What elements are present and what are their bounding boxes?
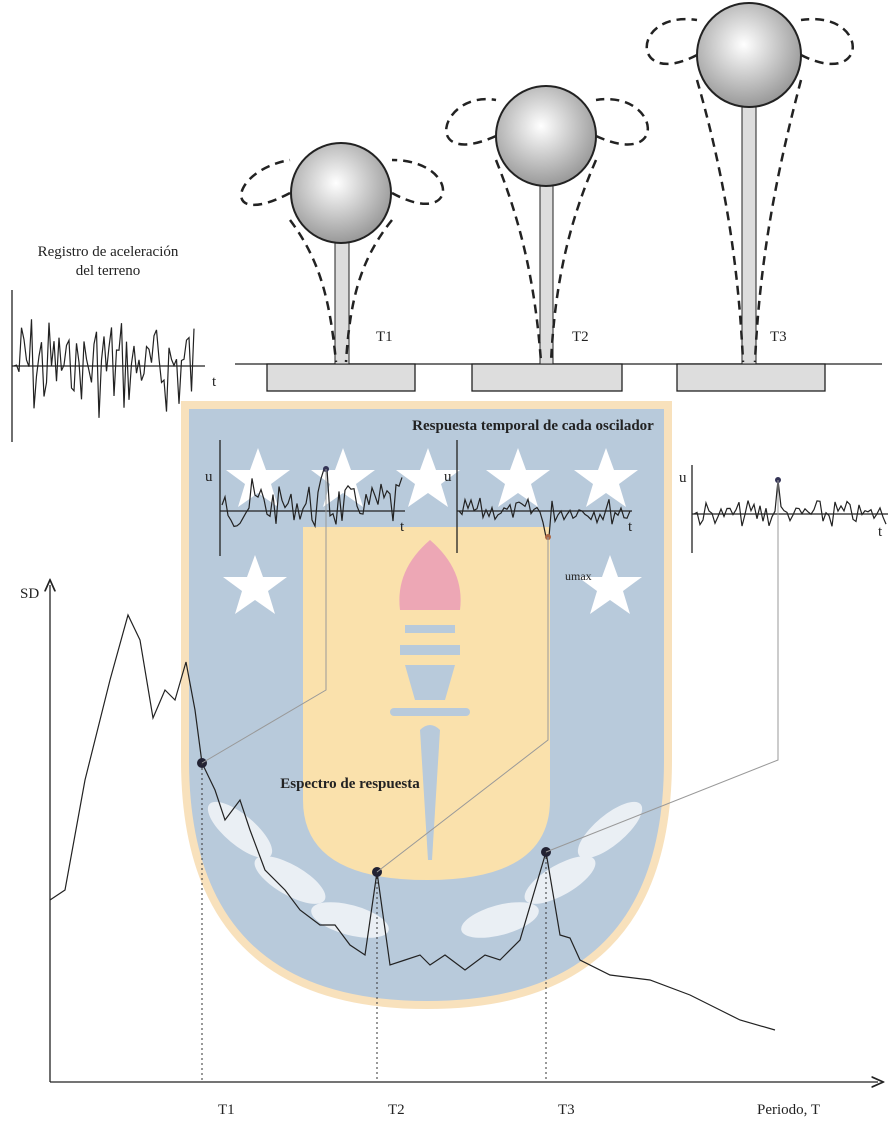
response-plot [692, 465, 888, 553]
peak-label: umax [565, 569, 592, 583]
oscillator [647, 3, 853, 364]
diagram: Registro de aceleración del terreno t T1… [0, 0, 890, 1124]
axis-label: SD [20, 586, 39, 602]
axis-label: u [679, 470, 687, 486]
section-title: Respuesta temporal de cada oscilador [412, 418, 654, 434]
axis-label: u [444, 469, 452, 485]
axis-label: Periodo, T [757, 1102, 820, 1118]
period-label: T1 [218, 1102, 235, 1118]
period-label: T3 [770, 329, 787, 345]
period-label: T3 [558, 1102, 575, 1118]
period-label: T2 [572, 329, 589, 345]
record-title: del terreno [76, 263, 141, 279]
period-label: T2 [388, 1102, 405, 1118]
section-title: Espectro de respuesta [280, 776, 420, 792]
record-title: Registro de aceleración [38, 244, 179, 260]
foundations [267, 364, 825, 391]
watermark [185, 405, 668, 1005]
signal [14, 319, 194, 418]
axis-label: u [205, 469, 213, 485]
axis-label: t [212, 374, 217, 390]
oscillator [241, 143, 443, 364]
axis-label: t [878, 524, 883, 540]
period-label: T1 [376, 329, 393, 345]
oscillator [446, 86, 648, 364]
